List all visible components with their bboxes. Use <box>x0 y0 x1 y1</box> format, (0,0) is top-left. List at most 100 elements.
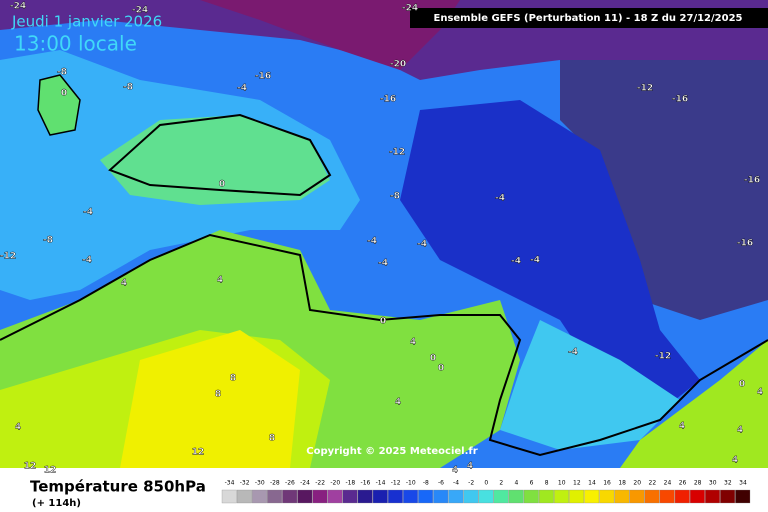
contour-label: 12 <box>44 466 57 476</box>
scale-label: -20 <box>330 480 340 487</box>
contour-label: -8 <box>57 68 67 78</box>
color-swatch <box>342 489 358 504</box>
color-swatch <box>614 489 630 504</box>
contour-label: 4 <box>732 456 738 466</box>
scale-label: -18 <box>345 480 355 487</box>
scale-label: -16 <box>361 480 371 487</box>
color-swatch <box>659 489 675 504</box>
copyright: Copyright © 2025 Meteociel.fr <box>306 446 477 457</box>
run-label: Ensemble GEFS (Perturbation 11) - 18 Z d… <box>434 13 743 24</box>
contour-label: 8 <box>215 390 221 400</box>
warmest-region <box>120 330 300 468</box>
color-swatch <box>569 489 585 504</box>
contour-label: -8 <box>390 192 400 202</box>
contour-label: -16 <box>255 72 271 82</box>
scale-label: -14 <box>376 480 386 487</box>
scale-label: 28 <box>694 480 702 487</box>
lead-time: (+ 114h) <box>32 498 81 509</box>
contour-label: -12 <box>655 352 671 362</box>
color-swatch <box>720 489 736 504</box>
scale-label: -32 <box>240 480 250 487</box>
scale-label: 32 <box>724 480 732 487</box>
contour-label: -4 <box>367 237 377 247</box>
contour-label: -16 <box>672 95 688 105</box>
contour-label: 4 <box>15 423 21 433</box>
contour-label: -4 <box>237 84 247 94</box>
scale-label: -28 <box>270 480 280 487</box>
color-swatch <box>433 489 449 504</box>
color-swatch <box>387 489 403 504</box>
contour-label: 0 <box>61 89 67 99</box>
contour-label: 0 <box>438 364 444 374</box>
cold-core <box>200 0 460 70</box>
contour-label: -8 <box>43 236 53 246</box>
contour-label: -12 <box>0 252 16 262</box>
contour-label: -24 <box>402 4 418 14</box>
contour-label: 8 <box>230 374 236 384</box>
contour-label: 4 <box>121 279 127 289</box>
scale-label: -10 <box>406 480 416 487</box>
contour-label: 0 <box>219 180 225 190</box>
cool-south <box>500 320 680 450</box>
color-swatch <box>221 489 237 504</box>
run-box <box>410 8 768 28</box>
color-swatch <box>554 489 569 504</box>
contour-label: -24 <box>132 6 148 16</box>
color-swatch <box>403 489 418 504</box>
scale-label: 14 <box>588 480 596 487</box>
scale-label: 10 <box>558 480 566 487</box>
contour-label: 4 <box>757 388 763 398</box>
zero-isotherm <box>0 233 768 457</box>
contour-label: -4 <box>530 256 540 266</box>
contour-label: 0 <box>430 354 436 364</box>
contour-label: 12 <box>24 462 37 472</box>
contour-label: -12 <box>637 84 653 94</box>
warm-east <box>620 340 768 468</box>
scale-label: -6 <box>438 480 444 487</box>
color-swatch <box>523 489 539 504</box>
footer-title: Température 850hPa <box>30 478 206 496</box>
scale-label: 16 <box>603 480 611 487</box>
contour-label: -4 <box>568 348 578 358</box>
contour-label: 0 <box>739 380 745 390</box>
scale-label: -26 <box>285 480 295 487</box>
color-swatch <box>493 489 509 504</box>
color-swatch <box>267 489 283 504</box>
color-swatch <box>463 489 479 504</box>
color-swatch <box>629 489 645 504</box>
color-swatch <box>584 489 600 504</box>
island <box>37 74 81 136</box>
contour-label: -20 <box>390 60 406 70</box>
contour-label: -4 <box>495 194 505 204</box>
color-swatch <box>538 489 554 504</box>
contour-label: 8 <box>269 434 275 444</box>
color-swatch <box>418 489 434 504</box>
scale-label: 24 <box>664 480 672 487</box>
contour-label: 4 <box>452 466 458 476</box>
scale-label: -30 <box>255 480 265 487</box>
color-swatch <box>312 489 328 504</box>
contour-label: 4 <box>737 426 743 436</box>
color-swatch <box>644 489 660 504</box>
color-swatch <box>705 489 720 504</box>
time-label: 13:00 locale <box>14 32 137 56</box>
color-swatch <box>357 489 373 504</box>
zero-isotherm-north <box>108 113 332 197</box>
scale-label: 12 <box>573 480 581 487</box>
contour-label: -16 <box>737 239 753 249</box>
contour-label: -4 <box>511 257 521 267</box>
contour-label: -8 <box>123 83 133 93</box>
scale-label: 20 <box>633 480 641 487</box>
color-swatch <box>735 489 751 504</box>
contour-label: 4 <box>217 276 223 286</box>
scale-label: 34 <box>739 480 747 487</box>
contour-label: -4 <box>417 240 427 250</box>
scale-label: 6 <box>530 480 534 487</box>
mild-region <box>100 115 330 205</box>
color-swatch <box>689 489 705 504</box>
contour-label: 4 <box>395 398 401 408</box>
color-swatch <box>282 489 298 504</box>
color-swatch <box>252 489 267 504</box>
